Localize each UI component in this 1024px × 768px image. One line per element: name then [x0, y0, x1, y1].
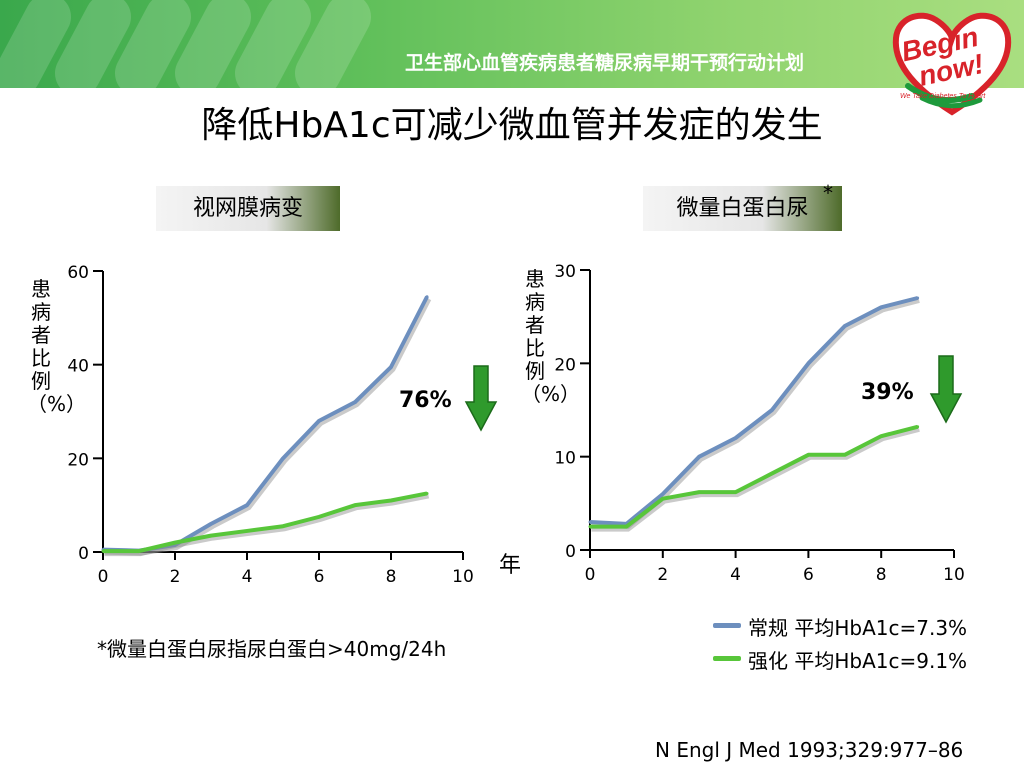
- page-title: 降低HbA1c可减少微血管并发症的发生: [201, 105, 823, 146]
- x-tick-label: 0: [585, 565, 596, 585]
- data-point: [916, 296, 920, 300]
- data-point: [389, 365, 393, 369]
- data-point: [734, 490, 738, 494]
- x-axis-unit: 年: [499, 553, 521, 578]
- microalbuminuria-asterisk: *: [823, 181, 833, 205]
- data-point: [425, 295, 429, 299]
- data-point: [697, 490, 701, 494]
- y-tick-label: 30: [554, 262, 576, 282]
- x-tick-label: 2: [657, 565, 668, 585]
- microalbuminuria-reduction-label: 39%: [861, 380, 914, 405]
- series-shadow: [591, 297, 920, 529]
- logo-tagline: We Take Diabetes To Heart: [900, 93, 986, 100]
- citation: N Engl J Med 1993;329:977–86: [655, 738, 964, 762]
- y-tick-label: 60: [67, 263, 89, 283]
- data-point: [879, 305, 883, 309]
- data-point: [806, 453, 810, 457]
- data-point: [588, 520, 592, 524]
- microalbuminuria-label: 微量白蛋白尿: [643, 186, 842, 231]
- footnote: *微量白蛋白尿指尿白蛋白>40mg/24h: [97, 637, 447, 661]
- data-point: [588, 525, 592, 529]
- data-point: [353, 400, 357, 404]
- series-shadow: [104, 492, 430, 557]
- data-point: [389, 498, 393, 502]
- data-point: [806, 361, 810, 365]
- y-tick-label: 40: [67, 357, 89, 377]
- down-arrow-icon: [929, 355, 963, 424]
- y-tick-label: 20: [67, 450, 89, 470]
- x-tick-label: 10: [943, 565, 965, 585]
- x-tick-label: 0: [98, 567, 109, 587]
- y-tick-label: 10: [554, 449, 576, 469]
- data-point: [624, 525, 628, 529]
- intensive-series-line: [103, 491, 428, 554]
- data-point: [209, 522, 213, 526]
- data-point: [661, 497, 665, 501]
- data-point: [661, 492, 665, 496]
- x-tick-label: 2: [170, 567, 181, 587]
- series-shadow: [104, 297, 432, 556]
- legend-label-intensive: 强化 平均HbA1c=9.1%: [748, 649, 968, 673]
- legend-label-conventional: 常规 平均HbA1c=7.3%: [748, 616, 968, 640]
- data-point: [281, 456, 285, 460]
- x-tick-label: 6: [803, 565, 814, 585]
- retinopathy-reduction-label: 76%: [399, 388, 452, 413]
- legend-swatch-conventional: [713, 623, 741, 628]
- y-tick-label: 20: [554, 355, 576, 375]
- x-tick-label: 8: [386, 567, 397, 587]
- legend-swatch-intensive: [713, 656, 741, 661]
- header-banner: 卫生部心血管疾病患者糖尿病早期干预行动计划: [0, 0, 1024, 88]
- data-point: [137, 549, 141, 553]
- data-point: [245, 529, 249, 533]
- data-point: [843, 453, 847, 457]
- data-point: [245, 503, 249, 507]
- x-tick-label: 6: [314, 567, 325, 587]
- data-point: [173, 541, 177, 545]
- x-tick-label: 4: [242, 567, 253, 587]
- data-point: [101, 549, 105, 553]
- data-point: [317, 419, 321, 423]
- data-point: [317, 515, 321, 519]
- data-point: [697, 455, 701, 459]
- program-title: 卫生部心血管疾病患者糖尿病早期干预行动计划: [405, 52, 805, 74]
- conventional-series-line: [589, 296, 919, 526]
- data-point: [425, 491, 429, 495]
- data-point: [843, 324, 847, 328]
- data-point: [353, 503, 357, 507]
- data-point: [916, 425, 920, 429]
- x-tick-label: 8: [876, 565, 887, 585]
- data-point: [770, 408, 774, 412]
- x-tick-label: 10: [452, 567, 474, 587]
- data-point: [770, 471, 774, 475]
- data-point: [281, 524, 285, 528]
- data-point: [734, 436, 738, 440]
- y-tick-label: 0: [78, 544, 89, 564]
- begin-now-logo: Begin now! We Take Diabetes To Heart: [892, 12, 1012, 116]
- series-shadow: [591, 425, 920, 532]
- data-point: [879, 434, 883, 438]
- y-tick-label: 0: [565, 542, 576, 562]
- retinopathy-label: 视网膜病变: [156, 186, 340, 231]
- down-arrow-icon: [464, 365, 498, 432]
- data-point: [209, 534, 213, 538]
- intensive-series-line: [590, 424, 919, 529]
- x-tick-label: 4: [730, 565, 741, 585]
